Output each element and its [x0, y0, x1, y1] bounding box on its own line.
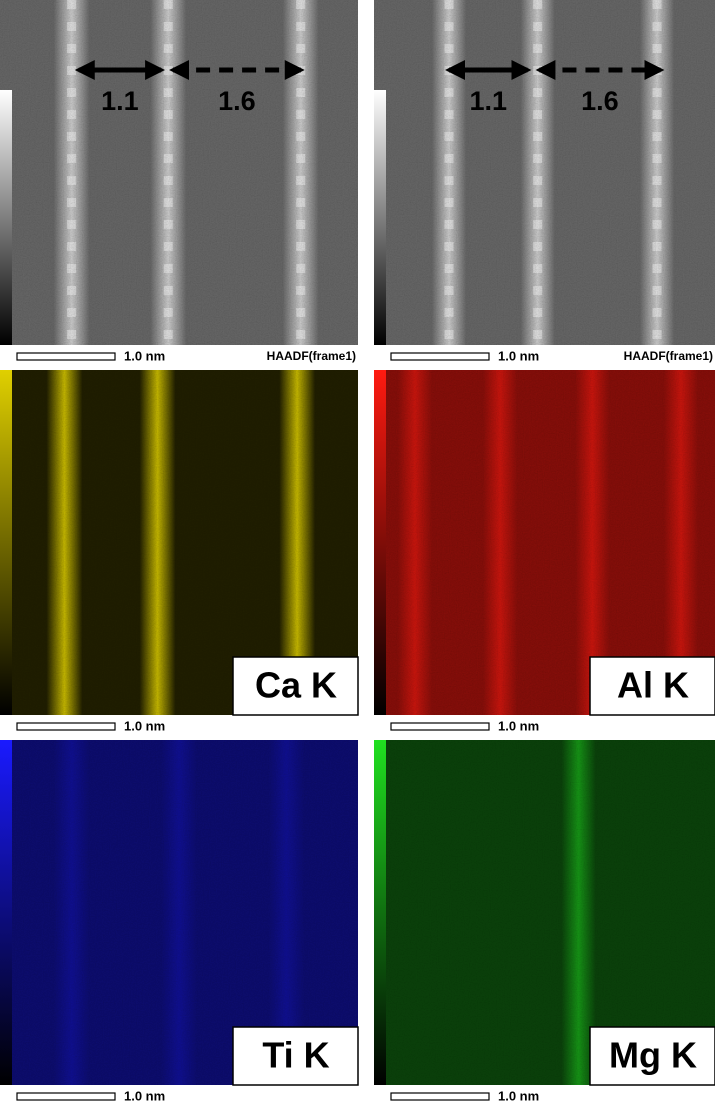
panel: Ti K 1.0 nm	[0, 740, 358, 1103]
panel: 1.1 1.6 1.0 nm HAADF(frame1)	[0, 0, 358, 363]
scale-bar-label: 1.0 nm	[124, 348, 165, 363]
scale-bar	[17, 353, 115, 360]
image-noise	[374, 0, 715, 345]
image-caption: HAADF(frame1)	[267, 349, 356, 363]
page: 1.1 1.6 1.0 nm HAADF(frame1) 1.1 1.6 1.0 nm HAA…	[0, 0, 715, 1111]
panel: Mg K 1.0 nm	[374, 740, 715, 1103]
scale-bar	[17, 723, 115, 730]
scale-bar-label: 1.0 nm	[124, 718, 165, 733]
spacing-label: 1.1	[101, 86, 139, 116]
scale-bar-label: 1.0 nm	[498, 1088, 539, 1103]
element-label: Mg K	[609, 1035, 697, 1076]
image-noise	[0, 0, 358, 345]
panel: Ca K 1.0 nm	[0, 370, 358, 733]
color-bar	[0, 740, 12, 1085]
color-bar	[0, 370, 12, 715]
spacing-label: 1.6	[218, 86, 256, 116]
scale-bar	[391, 723, 489, 730]
image-caption: HAADF(frame1)	[624, 349, 713, 363]
scale-bar-label: 1.0 nm	[498, 718, 539, 733]
color-bar	[0, 90, 12, 345]
scale-bar	[391, 353, 489, 360]
element-label: Ti K	[262, 1035, 329, 1076]
scale-bar-label: 1.0 nm	[498, 348, 539, 363]
element-label: Al K	[617, 665, 689, 706]
color-bar	[374, 740, 386, 1085]
scale-bar-label: 1.0 nm	[124, 1088, 165, 1103]
panel: 1.1 1.6 1.0 nm HAADF(frame1)	[374, 0, 715, 363]
scale-bar	[391, 1093, 489, 1100]
element-label: Ca K	[255, 665, 337, 706]
color-bar	[374, 90, 386, 345]
spacing-label: 1.1	[469, 86, 507, 116]
spacing-label: 1.6	[581, 86, 619, 116]
scale-bar	[17, 1093, 115, 1100]
figure: 1.1 1.6 1.0 nm HAADF(frame1) 1.1 1.6 1.0 nm HAA…	[0, 0, 715, 1111]
color-bar	[374, 370, 386, 715]
panel: Al K 1.0 nm	[374, 370, 715, 733]
